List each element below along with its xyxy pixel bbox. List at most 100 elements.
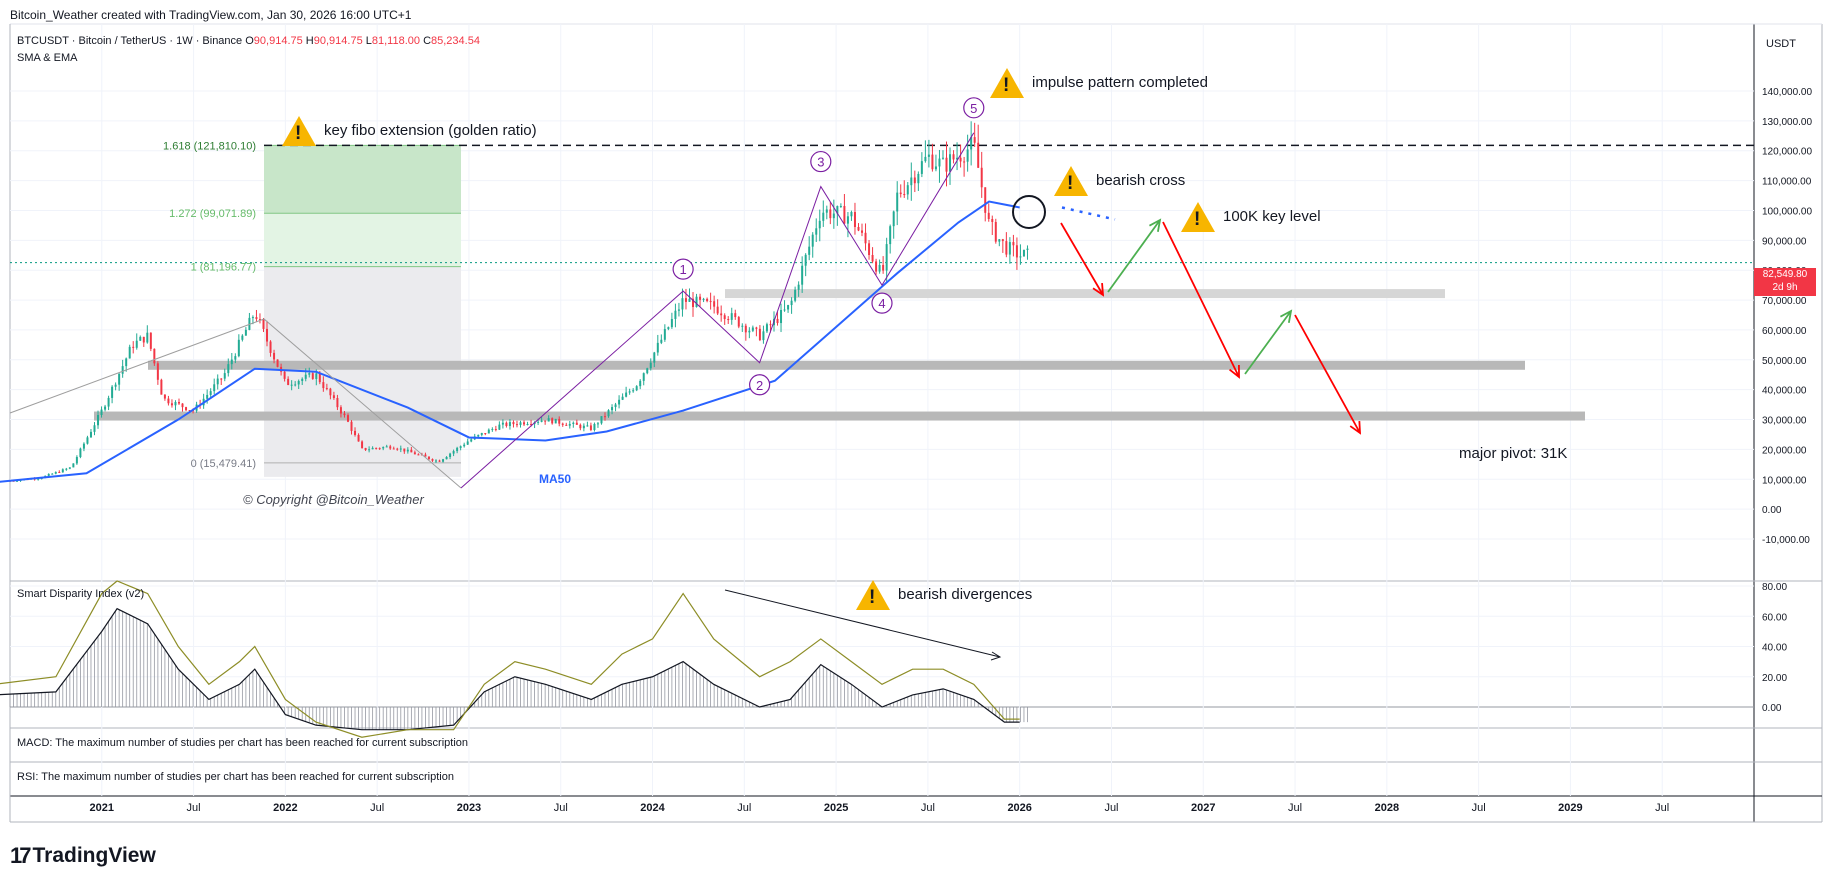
candle bbox=[37, 478, 40, 480]
candle bbox=[456, 447, 459, 452]
candle bbox=[934, 166, 937, 170]
major-pivot-label: major pivot: 31K bbox=[1459, 445, 1568, 462]
candle bbox=[843, 205, 846, 224]
candle bbox=[853, 212, 856, 227]
candle bbox=[79, 448, 82, 458]
candle bbox=[551, 418, 554, 424]
y-tick-label: 10,000.00 bbox=[1762, 475, 1807, 486]
candle bbox=[804, 254, 807, 266]
ma50-line bbox=[0, 200, 1020, 483]
candle bbox=[97, 414, 100, 426]
candle bbox=[459, 446, 462, 448]
candle bbox=[868, 243, 871, 256]
candle bbox=[987, 212, 990, 220]
osc-tick-label: 40.00 bbox=[1762, 643, 1787, 654]
x-tick-label: 2029 bbox=[1558, 802, 1582, 814]
candle bbox=[523, 422, 526, 425]
candle bbox=[966, 149, 969, 162]
candle bbox=[132, 346, 135, 348]
candle bbox=[258, 319, 261, 321]
copyright-text: © Copyright @Bitcoin_Weather bbox=[243, 492, 424, 507]
candle bbox=[885, 244, 888, 271]
candle bbox=[399, 448, 402, 450]
key-level-annotation-text: 100K key level bbox=[1223, 207, 1321, 225]
symbol-info[interactable]: BTCUSDT · Bitcoin / TetherUS · 1W · Bina… bbox=[17, 35, 480, 47]
x-tick-label: Jul bbox=[1472, 802, 1486, 814]
candle bbox=[572, 422, 575, 424]
candle bbox=[209, 391, 212, 395]
candle bbox=[607, 410, 610, 417]
candle bbox=[234, 356, 237, 360]
candle bbox=[977, 142, 980, 168]
candle bbox=[350, 421, 353, 431]
candle bbox=[861, 230, 864, 233]
x-tick-label: Jul bbox=[921, 802, 935, 814]
candle bbox=[670, 318, 673, 328]
candle bbox=[709, 301, 712, 303]
candle bbox=[498, 424, 501, 430]
candle bbox=[758, 328, 761, 341]
candle bbox=[167, 398, 170, 404]
fibo-annotation-text: key fibo extension (golden ratio) bbox=[324, 121, 537, 139]
sdi-line bbox=[0, 607, 1020, 731]
warning-icon bbox=[990, 68, 1024, 98]
candle bbox=[61, 469, 64, 473]
candle bbox=[1026, 248, 1029, 250]
tradingview-logo-text: TradingView bbox=[32, 844, 156, 867]
candle bbox=[273, 352, 276, 360]
wave-marker bbox=[963, 97, 985, 119]
wave-marker bbox=[672, 258, 694, 280]
candle bbox=[910, 177, 913, 186]
osc-tick-label: 0.00 bbox=[1762, 703, 1782, 714]
warning-icon bbox=[282, 116, 316, 146]
candle bbox=[361, 441, 364, 448]
candle bbox=[980, 167, 983, 188]
candle bbox=[160, 379, 163, 395]
candle bbox=[878, 264, 881, 272]
wave-label: 1 bbox=[680, 262, 687, 277]
candle bbox=[72, 463, 75, 468]
candle bbox=[230, 359, 233, 365]
indicator-legend[interactable]: SMA & EMA bbox=[17, 52, 78, 64]
candle bbox=[776, 318, 779, 324]
warning-icon bbox=[856, 580, 890, 610]
candle bbox=[480, 433, 483, 435]
candle bbox=[304, 374, 307, 379]
candle bbox=[994, 221, 997, 242]
attribution-text: Bitcoin_Weather created with TradingView… bbox=[10, 8, 412, 22]
candle bbox=[973, 137, 976, 143]
candle bbox=[614, 404, 617, 408]
candle bbox=[244, 329, 247, 336]
oscillator-title[interactable]: Smart Disparity Index (v2) bbox=[17, 588, 145, 600]
candle bbox=[635, 386, 638, 391]
candle bbox=[156, 363, 159, 380]
candle bbox=[142, 336, 145, 343]
elliott-wave-path bbox=[460, 132, 975, 489]
candle bbox=[442, 459, 445, 462]
y-tick-label: 30,000.00 bbox=[1762, 416, 1807, 427]
forecast-arrow-up-head bbox=[1279, 309, 1293, 323]
divergence-annotation-text: bearish divergences bbox=[898, 585, 1033, 603]
ohlc-high: 90,914.75 bbox=[313, 35, 363, 47]
y-tick-label: 100,000.00 bbox=[1762, 206, 1812, 217]
candle bbox=[801, 265, 804, 285]
x-tick-label: Jul bbox=[1288, 802, 1302, 814]
candle bbox=[396, 448, 399, 450]
candle bbox=[508, 422, 511, 426]
candle bbox=[716, 306, 719, 314]
candle bbox=[107, 397, 110, 407]
tradingview-logo[interactable]: 17 TradingView bbox=[10, 843, 156, 869]
candle bbox=[213, 384, 216, 392]
candle bbox=[811, 234, 814, 247]
candle bbox=[75, 457, 78, 464]
candle bbox=[906, 185, 909, 195]
x-tick-label: Jul bbox=[370, 802, 384, 814]
candle bbox=[86, 437, 89, 444]
candle bbox=[470, 439, 473, 442]
candle bbox=[89, 431, 92, 438]
candle bbox=[378, 448, 381, 450]
candle bbox=[125, 358, 128, 367]
candle bbox=[424, 454, 427, 457]
candle bbox=[452, 451, 455, 454]
